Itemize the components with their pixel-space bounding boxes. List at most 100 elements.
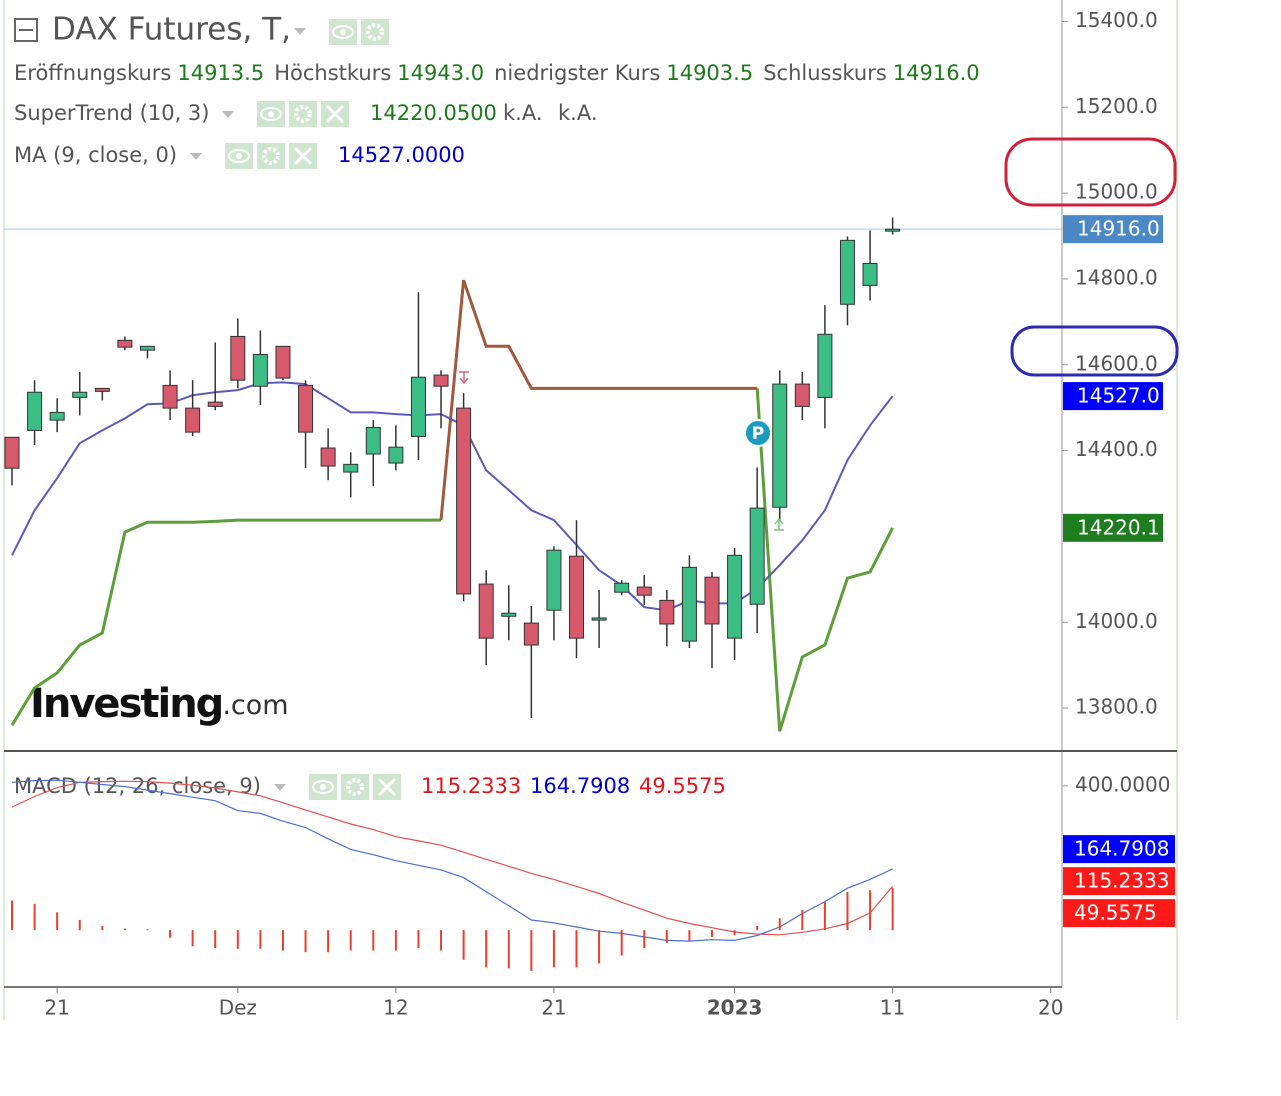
signal-arrow bbox=[459, 371, 469, 385]
candle-body bbox=[478, 583, 494, 639]
eye-icon bbox=[332, 25, 354, 39]
ma-name: MA (9, close, 0) bbox=[14, 143, 177, 167]
candle-body bbox=[727, 554, 743, 639]
price-marker-label: 14527.0 bbox=[1077, 384, 1160, 408]
x-tick-label: 21 bbox=[44, 996, 69, 1020]
indicator-button[interactable] bbox=[289, 101, 317, 127]
gear-icon bbox=[262, 147, 280, 165]
watermark-suffix: .com bbox=[222, 690, 288, 721]
candle-body bbox=[681, 566, 697, 642]
dropdown[interactable] bbox=[274, 784, 286, 791]
candle-body bbox=[839, 239, 855, 305]
ohlc-name: Höchstkurs bbox=[274, 61, 391, 85]
indicator-button[interactable] bbox=[341, 774, 369, 800]
macd-legend-value: 115.2333 bbox=[421, 774, 521, 798]
macd-line bbox=[11, 780, 894, 936]
candle-body bbox=[320, 447, 336, 467]
candle-body bbox=[885, 228, 901, 232]
candle-body bbox=[252, 353, 268, 387]
macd-marker bbox=[1063, 867, 1175, 896]
candle-body bbox=[794, 383, 810, 407]
ohlc-value: 14916.0 bbox=[893, 61, 980, 85]
macd-marker-label: 115.2333 bbox=[1074, 869, 1169, 893]
candle-body bbox=[117, 339, 133, 348]
candle-body bbox=[772, 383, 788, 508]
candle-body bbox=[27, 391, 43, 431]
candle-body bbox=[704, 576, 720, 625]
price-marker bbox=[1063, 382, 1163, 411]
candle-body bbox=[501, 612, 517, 617]
eye-icon bbox=[340, 29, 346, 35]
y-tick-label: 13800.0 bbox=[1075, 695, 1158, 719]
gear-icon bbox=[294, 105, 312, 123]
candle-body bbox=[749, 507, 765, 605]
ohlc-name: Schlusskurs bbox=[763, 61, 887, 85]
collapse-button[interactable] bbox=[14, 18, 38, 42]
macd-marker-label: 49.5575 bbox=[1074, 901, 1157, 925]
supertrend-extra: k.A. bbox=[503, 101, 543, 125]
gear-icon bbox=[346, 778, 364, 796]
ma-line bbox=[11, 381, 894, 612]
x-tick-label: 12 bbox=[383, 996, 408, 1020]
eye-icon bbox=[268, 111, 274, 117]
ohlc-legend: Eröffnungskurs 14913.5 Höchstkurs 14943.0 ni… bbox=[14, 61, 980, 85]
dropdown[interactable] bbox=[222, 111, 234, 118]
highlight-ellipse bbox=[1004, 137, 1177, 207]
watermark-main: Investing bbox=[30, 681, 222, 727]
macd-legend-value: 164.7908 bbox=[530, 774, 630, 798]
candle-body bbox=[591, 617, 607, 621]
candle-body bbox=[343, 463, 359, 473]
macd-line bbox=[11, 779, 893, 942]
y-tick-label: 14800.0 bbox=[1075, 265, 1158, 289]
candle-body bbox=[862, 262, 878, 286]
candle-body bbox=[4, 436, 20, 469]
candle-body bbox=[72, 391, 88, 398]
ohlc-value: 14943.0 bbox=[397, 61, 484, 85]
price-marker bbox=[1063, 513, 1163, 542]
macd-marker-label: 164.7908 bbox=[1074, 837, 1169, 861]
ohlc-value: 14903.5 bbox=[666, 61, 753, 85]
candle-body bbox=[49, 411, 65, 421]
indicator-button[interactable] bbox=[361, 19, 389, 45]
price-marker bbox=[1063, 215, 1163, 244]
candle-body bbox=[365, 426, 381, 455]
close-icon bbox=[377, 777, 397, 797]
x-tick-label: 20 bbox=[1038, 996, 1063, 1020]
y-tick-label: 15400.0 bbox=[1075, 8, 1158, 32]
y-tick-label: 15000.0 bbox=[1075, 180, 1158, 204]
y-tick-label: 14600.0 bbox=[1075, 351, 1158, 375]
chart-title: DAX Futures, T, bbox=[52, 12, 291, 48]
candle-body bbox=[817, 333, 833, 398]
y-tick-label: 14000.0 bbox=[1075, 609, 1158, 633]
eye-icon bbox=[236, 153, 242, 159]
indicator-button[interactable] bbox=[257, 143, 285, 169]
macd-marker bbox=[1063, 835, 1175, 864]
candle-body bbox=[94, 387, 110, 392]
macd-marker bbox=[1063, 899, 1175, 928]
x-tick-label: 11 bbox=[880, 996, 905, 1020]
eye-icon bbox=[312, 780, 334, 794]
ohlc-name: Eröffnungskurs bbox=[14, 61, 171, 85]
candle-body bbox=[275, 345, 291, 379]
candle-body bbox=[207, 401, 223, 407]
supertrend-line bbox=[439, 279, 758, 521]
candle-body bbox=[388, 446, 404, 464]
candle-body bbox=[139, 345, 155, 351]
candle-body bbox=[659, 599, 675, 625]
gear-icon bbox=[366, 23, 384, 41]
dropdown[interactable] bbox=[294, 28, 306, 35]
supertrend-value: 14220.0500 bbox=[370, 101, 497, 125]
candle-body bbox=[523, 622, 539, 646]
y-tick-label: 14400.0 bbox=[1075, 437, 1158, 461]
supertrend-extra: k.A. bbox=[558, 101, 598, 125]
close-icon bbox=[293, 146, 313, 166]
supertrend-line bbox=[10, 388, 894, 732]
ma-value: 14527.0000 bbox=[338, 143, 465, 167]
macd-legend-value: 49.5575 bbox=[639, 774, 726, 798]
supertrend-name: SuperTrend (10, 3) bbox=[14, 101, 210, 125]
dropdown[interactable] bbox=[190, 153, 202, 160]
x-tick-label: Dez bbox=[219, 996, 257, 1020]
candle-body bbox=[433, 374, 449, 387]
highlight-ellipse bbox=[1010, 325, 1179, 377]
y-tick-label: 400.0000 bbox=[1075, 772, 1170, 796]
